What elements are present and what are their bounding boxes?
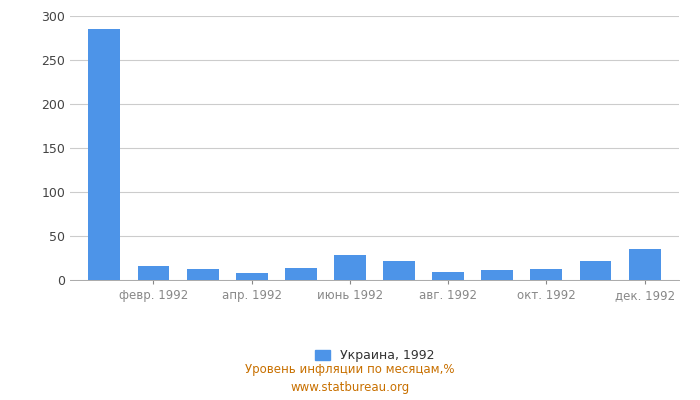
- Text: Уровень инфляции по месяцам,%: Уровень инфляции по месяцам,%: [245, 364, 455, 376]
- Bar: [137, 266, 169, 280]
- Bar: [383, 261, 415, 280]
- Bar: [187, 270, 218, 280]
- Legend: Украина, 1992: Украина, 1992: [309, 344, 440, 367]
- Bar: [88, 29, 120, 280]
- Bar: [629, 249, 661, 280]
- Bar: [334, 255, 366, 280]
- Bar: [580, 261, 612, 280]
- Bar: [482, 270, 513, 280]
- Bar: [236, 273, 267, 280]
- Bar: [285, 268, 317, 280]
- Bar: [432, 272, 464, 280]
- Text: www.statbureau.org: www.statbureau.org: [290, 382, 410, 394]
- Bar: [531, 270, 562, 280]
